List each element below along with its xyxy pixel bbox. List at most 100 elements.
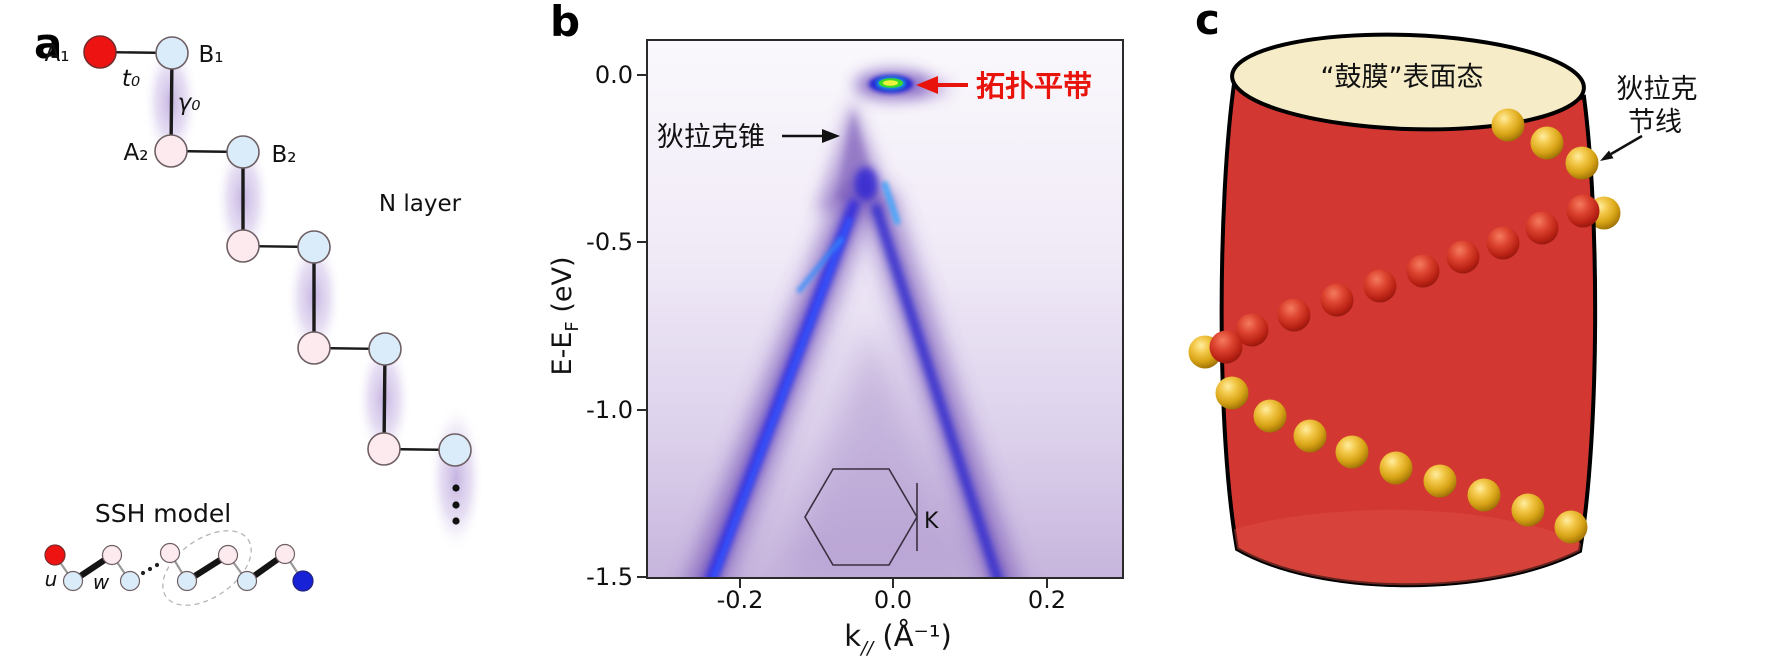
- arrow-head: [822, 129, 840, 143]
- nodal-line-arrow: [1600, 134, 1643, 161]
- nodal-sphere-red: [1446, 240, 1480, 274]
- arpes-heatmap: K: [647, 40, 1123, 578]
- left-band-cyan-speckle: [796, 236, 844, 294]
- y-axis-label: E-EF (eV): [547, 257, 583, 376]
- y-tick-label: -0.5: [586, 228, 633, 256]
- nodal-sphere-red: [1363, 269, 1397, 303]
- ssh-end-node-red: [44, 544, 66, 566]
- site-a1-node: [83, 35, 117, 69]
- y-axis-label-main: E-E: [547, 332, 578, 376]
- nodal-sphere-red: [1525, 211, 1559, 245]
- axis-ticks: [637, 74, 1048, 588]
- coupling-gamma0-label: γ₀: [178, 90, 201, 116]
- nodal-sphere-gold: [1379, 451, 1413, 485]
- y-tick-label: 0.0: [595, 61, 633, 89]
- panel-a-letter: a: [34, 19, 62, 68]
- brillouin-zone-inset: [804, 468, 918, 566]
- dot: [140, 570, 146, 576]
- nodal-sphere-gold: [1293, 419, 1327, 453]
- nodal-sphere-gold: [1215, 376, 1249, 410]
- arrow-shaft: [1610, 134, 1643, 156]
- nodal-line-gold-upper: [1491, 108, 1599, 180]
- nodal-sphere-red: [1486, 226, 1520, 260]
- k-point-label: K: [924, 509, 939, 534]
- site-b3-node: [297, 230, 331, 264]
- panel-c-letter: c: [1195, 0, 1220, 44]
- nodal-sphere-gold: [1467, 478, 1501, 512]
- ssh-model-diagram: SSH model: [44, 499, 314, 606]
- site-a4-node: [297, 331, 331, 365]
- site-a1-label: A₁: [45, 41, 70, 67]
- site-b4-node: [368, 332, 402, 366]
- panel-c: c “鼓膜”表面态: [1188, 0, 1698, 588]
- y-axis-label-unit: (eV): [547, 257, 578, 322]
- nodal-sphere-gold: [1565, 146, 1599, 180]
- y-tick-label: -1.5: [586, 563, 633, 591]
- flat-band-annotation: 拓扑平带: [976, 69, 1092, 103]
- panel-b-letter: b: [550, 0, 580, 46]
- plot-frame: [646, 39, 1124, 579]
- nodal-sphere-red: [1406, 254, 1440, 288]
- ssh-title: SSH model: [95, 499, 231, 528]
- site-a5-node: [367, 432, 401, 466]
- nodal-sphere-red: [1566, 194, 1600, 228]
- nodal-sphere-gold: [1423, 464, 1457, 498]
- ssh-node-blue: [236, 570, 258, 592]
- site-b1-node: [155, 36, 189, 70]
- staircase-nodes: [83, 35, 472, 467]
- ssh-node-blue: [119, 570, 141, 592]
- x-axis-label-subscript: //: [859, 638, 875, 659]
- ssh-node-pink: [159, 542, 181, 564]
- ssh-node-pink: [101, 544, 123, 566]
- nodal-sphere-gold: [1491, 108, 1525, 142]
- stack-continuation-dots: [452, 484, 460, 525]
- dot: [154, 562, 160, 568]
- site-b1-label: B₁: [199, 42, 224, 68]
- nodal-sphere-red: [1320, 283, 1354, 317]
- nodal-sphere-gold: [1554, 510, 1588, 544]
- site-a3-node: [226, 229, 260, 263]
- y-axis-label-subscript: F: [562, 321, 583, 331]
- ssh-node-pink: [274, 543, 296, 565]
- ssh-node-pink: [217, 544, 239, 566]
- arrow-head: [916, 76, 938, 94]
- dirac-cone-arrow: [782, 129, 840, 143]
- site-a2-label: A₂: [124, 140, 149, 166]
- flat-band-yellow-core: [883, 80, 898, 86]
- nodal-line-gold-lower: [1215, 376, 1588, 544]
- x-axis-label-main: k: [844, 619, 861, 653]
- x-tick-label: -0.2: [717, 586, 764, 614]
- dirac-nodal-line-label-line2: 节线: [1628, 107, 1682, 138]
- nodal-sphere-gold: [1511, 493, 1545, 527]
- panel-b: b: [547, 0, 1124, 659]
- site-a2-node: [154, 134, 188, 168]
- y-tick-label: -1.0: [586, 396, 633, 424]
- inner-cone-shading: [780, 330, 985, 578]
- arrow-head: [1600, 150, 1614, 161]
- ssh-node-blue: [176, 570, 198, 592]
- dot: [452, 484, 460, 492]
- ssh-end-node-blue: [292, 570, 314, 592]
- dirac-cone-annotation: 狄拉克锥: [657, 122, 765, 153]
- nodal-sphere-red: [1277, 298, 1311, 332]
- unit-cell-dashed-ellipse: [162, 530, 252, 606]
- right-band-core: [870, 202, 1003, 578]
- nodal-line-red-chain: [1209, 194, 1600, 364]
- flat-band-arrow: [916, 76, 968, 94]
- drum-body-sheen-group: [1221, 510, 1596, 586]
- ssh-chain-ellipsis: [140, 562, 160, 576]
- dirac-nodal-line-label-line1: 狄拉克: [1617, 74, 1698, 105]
- nodal-sphere-gold: [1335, 435, 1369, 469]
- ssh-w-label: w: [93, 570, 110, 594]
- x-tick-label: 0.0: [874, 586, 912, 614]
- nodal-sphere-gold: [1253, 399, 1287, 433]
- right-band-cyan-streak: [881, 181, 901, 225]
- site-b2-node: [226, 135, 260, 169]
- ssh-u-label: u: [45, 567, 58, 591]
- x-axis-label-unit: (Å⁻¹): [873, 619, 952, 653]
- drumhead-top-face: [1230, 32, 1586, 132]
- cone-apex-blob: [854, 167, 878, 201]
- panel-a: a: [34, 19, 484, 606]
